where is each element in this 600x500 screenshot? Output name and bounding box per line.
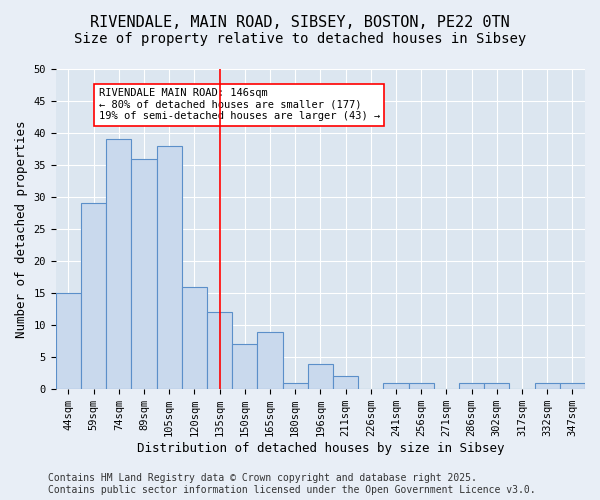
Bar <box>383 383 409 389</box>
Bar <box>182 287 207 389</box>
Bar <box>459 383 484 389</box>
Bar <box>333 376 358 389</box>
Y-axis label: Number of detached properties: Number of detached properties <box>15 120 28 338</box>
Text: RIVENDALE MAIN ROAD: 146sqm
← 80% of detached houses are smaller (177)
19% of se: RIVENDALE MAIN ROAD: 146sqm ← 80% of det… <box>98 88 380 122</box>
Bar <box>283 383 308 389</box>
Bar <box>535 383 560 389</box>
Text: Contains HM Land Registry data © Crown copyright and database right 2025.
Contai: Contains HM Land Registry data © Crown c… <box>48 474 536 495</box>
Bar <box>131 158 157 389</box>
Bar <box>106 140 131 389</box>
Bar <box>81 204 106 389</box>
Bar <box>207 312 232 389</box>
Bar <box>560 383 585 389</box>
X-axis label: Distribution of detached houses by size in Sibsey: Distribution of detached houses by size … <box>137 442 504 455</box>
Bar <box>257 332 283 389</box>
Text: RIVENDALE, MAIN ROAD, SIBSEY, BOSTON, PE22 0TN: RIVENDALE, MAIN ROAD, SIBSEY, BOSTON, PE… <box>90 15 510 30</box>
Bar <box>232 344 257 389</box>
Bar <box>157 146 182 389</box>
Text: Size of property relative to detached houses in Sibsey: Size of property relative to detached ho… <box>74 32 526 46</box>
Bar <box>484 383 509 389</box>
Bar <box>56 293 81 389</box>
Bar <box>409 383 434 389</box>
Bar <box>308 364 333 389</box>
